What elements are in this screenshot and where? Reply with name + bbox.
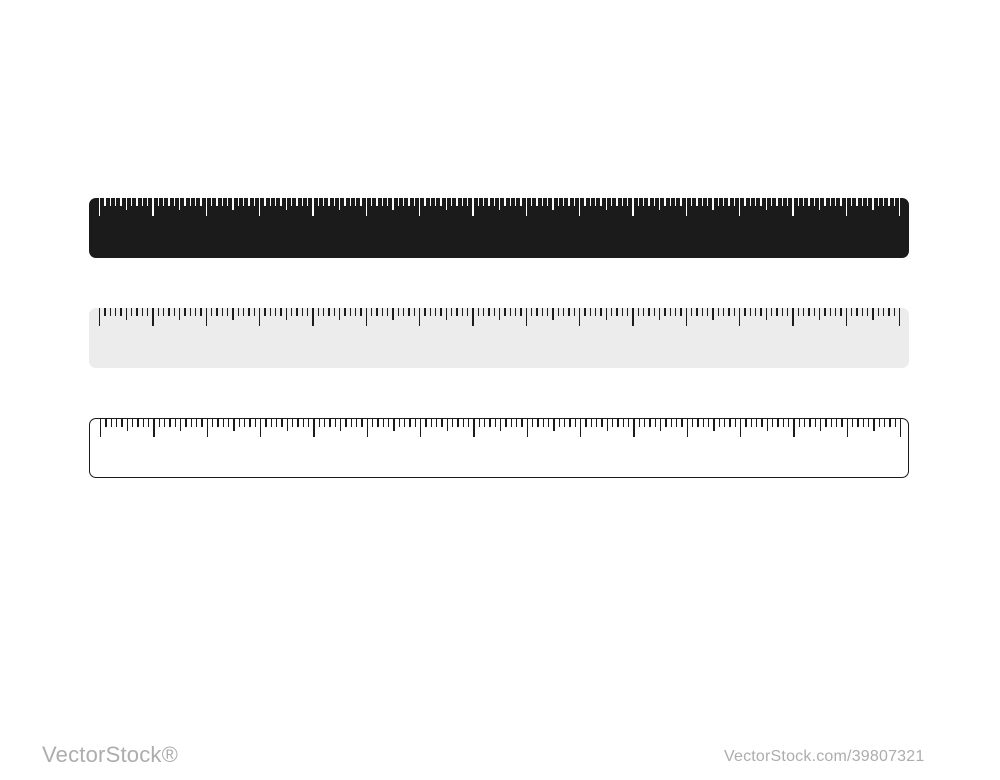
watermark-brand: VectorStock® (42, 742, 178, 768)
ruler-outline-ticks (90, 419, 908, 477)
ruler-black-ticks (89, 198, 909, 258)
watermark-id: VectorStock.com/39807321 (724, 748, 924, 766)
ruler-black (89, 198, 909, 258)
ruler-gray (89, 308, 909, 368)
ruler-gray-ticks (89, 308, 909, 368)
ruler-outline (89, 418, 909, 478)
canvas: { "canvas": { "width": 1000, "height": 7… (0, 0, 1000, 780)
